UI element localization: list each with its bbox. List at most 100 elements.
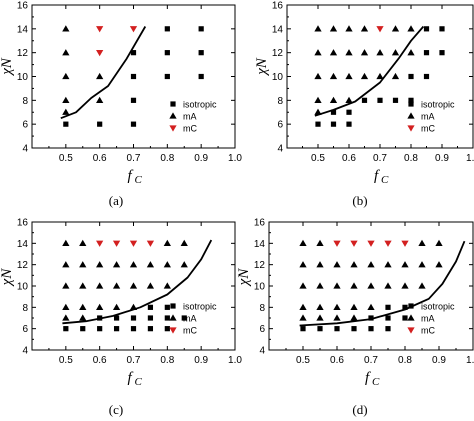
data-point-isotropic — [198, 73, 204, 80]
data-point-isotropic — [368, 326, 374, 332]
data-point-mA — [316, 261, 324, 268]
chart-panel-1: 0.5 0.6 0.7 0.8 0.9 1.0 4 6 8 10 12 14 16 f CχN isotrop… — [0, 1, 242, 209]
x-tick-label: 0.7 — [364, 355, 378, 366]
data-point-isotropic — [164, 326, 170, 332]
data-point-isotropic — [130, 315, 137, 321]
data-point-isotropic — [113, 326, 120, 332]
data-point-isotropic — [130, 326, 137, 332]
data-point-mA — [79, 282, 87, 289]
data-point-mA — [345, 96, 353, 104]
data-point-mC — [129, 26, 138, 33]
data-point-mA — [350, 314, 358, 321]
x-tick-label: 0.5 — [311, 153, 325, 164]
data-point-isotropic — [198, 26, 204, 32]
data-point-isotropic — [408, 73, 414, 80]
data-point-mA — [350, 303, 358, 311]
data-point-isotropic — [113, 315, 120, 321]
x-tick-label: 0.7 — [127, 355, 141, 366]
data-point-mA — [96, 303, 104, 311]
x-tick-label: 0.6 — [330, 355, 344, 366]
data-point-mA — [345, 25, 353, 32]
data-point-mA — [129, 303, 138, 311]
data-point-isotropic — [130, 50, 137, 56]
data-point-mA — [62, 25, 70, 32]
data-point-isotropic — [130, 121, 137, 127]
legend-marker-mA — [407, 112, 415, 119]
y-tick-label: 16 — [272, 1, 284, 12]
y-tick-label: 8 — [259, 303, 265, 314]
data-point-mA — [163, 261, 171, 268]
data-point-mA — [299, 314, 307, 321]
data-point-mA — [129, 282, 138, 289]
data-point-mA — [329, 49, 338, 56]
data-point-mA — [407, 49, 415, 56]
y-tick-label: 6 — [22, 324, 28, 335]
data-point-mA — [333, 314, 341, 321]
y-tick-label: 6 — [277, 120, 283, 131]
panel-caption: (d) — [352, 402, 367, 417]
data-point-mA — [391, 25, 400, 32]
data-point-mA — [333, 282, 341, 289]
data-point-mA — [360, 49, 369, 56]
data-point-mA — [180, 261, 188, 268]
data-point-isotropic — [164, 73, 170, 80]
data-point-mA — [316, 314, 324, 321]
data-point-mA — [62, 108, 70, 115]
x-tick-label: 0.8 — [160, 355, 174, 366]
data-point-mA — [329, 25, 338, 32]
data-point-mA — [333, 303, 341, 311]
y-tick-label: 12 — [254, 260, 266, 271]
data-point-isotropic — [385, 315, 391, 321]
data-point-mA — [314, 49, 322, 56]
x-axis-label: f — [374, 168, 380, 184]
x-tick-label: 0.9 — [194, 153, 208, 164]
y-tick-label: 10 — [272, 72, 284, 83]
data-point-isotropic — [377, 97, 383, 103]
legend-marker-mA — [169, 314, 177, 321]
data-point-isotropic — [97, 326, 103, 332]
y-tick-label: 14 — [17, 239, 29, 250]
data-point-mA — [62, 261, 70, 268]
y-tick-label: 4 — [259, 346, 265, 357]
legend-label-mC: mC — [421, 326, 435, 336]
data-point-mC — [112, 240, 121, 247]
data-point-mC — [367, 240, 375, 247]
data-point-mC — [96, 26, 104, 33]
x-tick-label: 0.5 — [59, 355, 73, 366]
data-point-mA — [62, 49, 70, 56]
data-point-isotropic — [198, 50, 204, 56]
data-point-isotropic — [346, 109, 352, 115]
data-point-isotropic — [317, 326, 323, 332]
legend-marker-mC — [169, 125, 177, 132]
data-point-isotropic — [97, 121, 103, 127]
data-point-mA — [62, 239, 70, 247]
data-point-mA — [435, 261, 443, 268]
data-point-mC — [376, 26, 384, 33]
chart-panel-3: 0.5 0.6 0.7 0.8 0.9 1.0 4 6 8 10 12 14 16 f CχN isotrop… — [0, 218, 242, 418]
x-axis-label: f — [128, 168, 134, 184]
data-point-mA — [79, 314, 87, 321]
legend-marker-mC — [407, 125, 415, 132]
x-axis-label-subscript: C — [381, 174, 389, 186]
data-point-mA — [316, 239, 324, 247]
data-point-isotropic — [147, 315, 154, 321]
data-point-isotropic — [63, 121, 69, 127]
data-point-mC — [350, 240, 358, 247]
data-point-mA — [79, 261, 87, 268]
data-point-isotropic — [80, 326, 86, 332]
data-point-mA — [299, 261, 307, 268]
x-tick-label: 0.6 — [93, 153, 107, 164]
y-tick-label: 16 — [17, 218, 29, 229]
data-point-mA — [62, 303, 70, 311]
phase-boundary-line — [60, 26, 147, 120]
data-point-mA — [401, 282, 409, 289]
x-tick-label: 1.0 — [228, 355, 242, 366]
data-point-isotropic — [130, 97, 137, 103]
data-point-isotropic — [439, 50, 445, 56]
data-point-mA — [314, 96, 322, 104]
legend-label-isotropic: isotropic — [421, 302, 455, 312]
x-tick-label: 0.7 — [373, 153, 387, 164]
data-point-mA — [345, 49, 353, 56]
